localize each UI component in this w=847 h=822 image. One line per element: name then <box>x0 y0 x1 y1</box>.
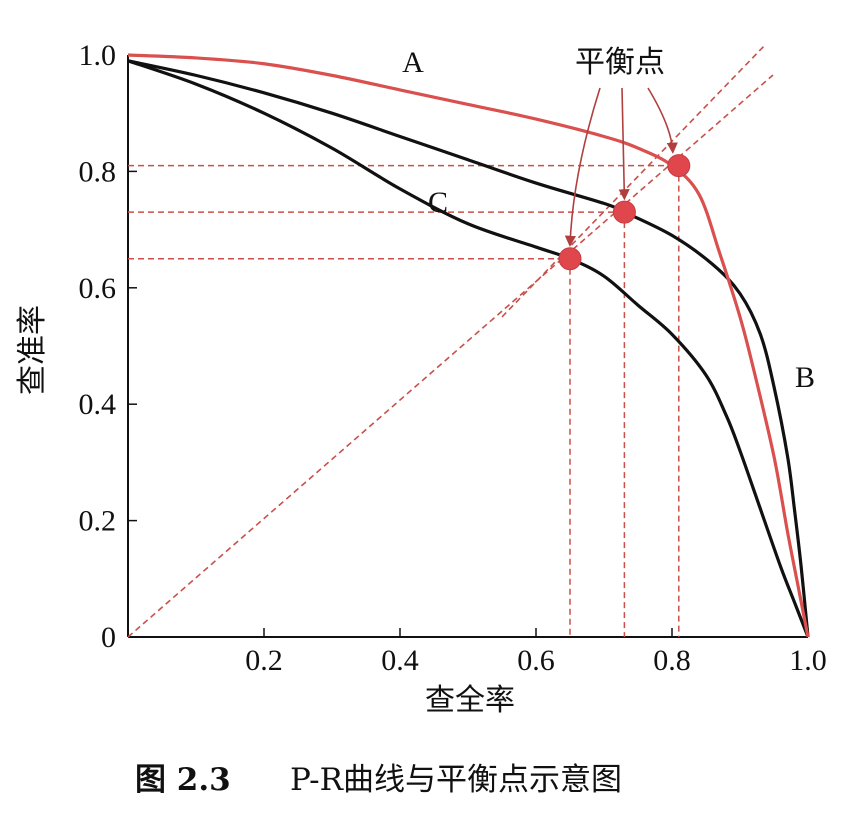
y-axis-label: 查准率 <box>15 305 50 395</box>
annotation-arrow <box>618 87 630 201</box>
break-even-annotation-label: 平衡点 <box>575 45 665 80</box>
y-tick-label: 0.4 <box>79 388 117 421</box>
break-even-point-a <box>667 154 691 178</box>
break-even-point-b <box>612 200 636 224</box>
x-tick-label: 0.4 <box>381 644 419 677</box>
annotation-arrow <box>647 87 678 154</box>
x-tick-label: 0.2 <box>245 644 283 677</box>
diagonal-reference-line-extension <box>501 45 765 318</box>
curve-label-c: C <box>428 186 448 219</box>
y-tick-label: 1.0 <box>79 39 117 72</box>
figure-caption-text: P-R曲线与平衡点示意图 <box>290 762 622 798</box>
curve-a <box>127 53 810 638</box>
curve-c <box>127 59 810 638</box>
diagonal-reference-line <box>127 74 774 638</box>
x-tick-label: 0.8 <box>653 644 691 677</box>
curve-b <box>127 59 810 638</box>
x-tick-label: 1.0 <box>789 644 827 677</box>
curve-label-b: B <box>795 361 815 394</box>
y-tick-label: 0.2 <box>79 505 117 538</box>
y-tick-label: 0.6 <box>79 272 117 305</box>
y-tick-label: 0.8 <box>79 155 117 188</box>
plot-area: 0.2 0.4 0.6 0.8 1.0 0 0.2 0.4 0.6 0.8 1.0 <box>79 39 827 677</box>
y-tick-label: 0 <box>101 621 116 654</box>
break-even-point-c <box>558 247 582 271</box>
figure-caption-number: 图 2.3 <box>135 762 231 798</box>
x-tick-label: 0.6 <box>517 644 555 677</box>
annotation-arrow <box>564 87 601 247</box>
x-axis-label: 查全率 <box>425 683 515 718</box>
curve-label-a: A <box>402 46 424 79</box>
